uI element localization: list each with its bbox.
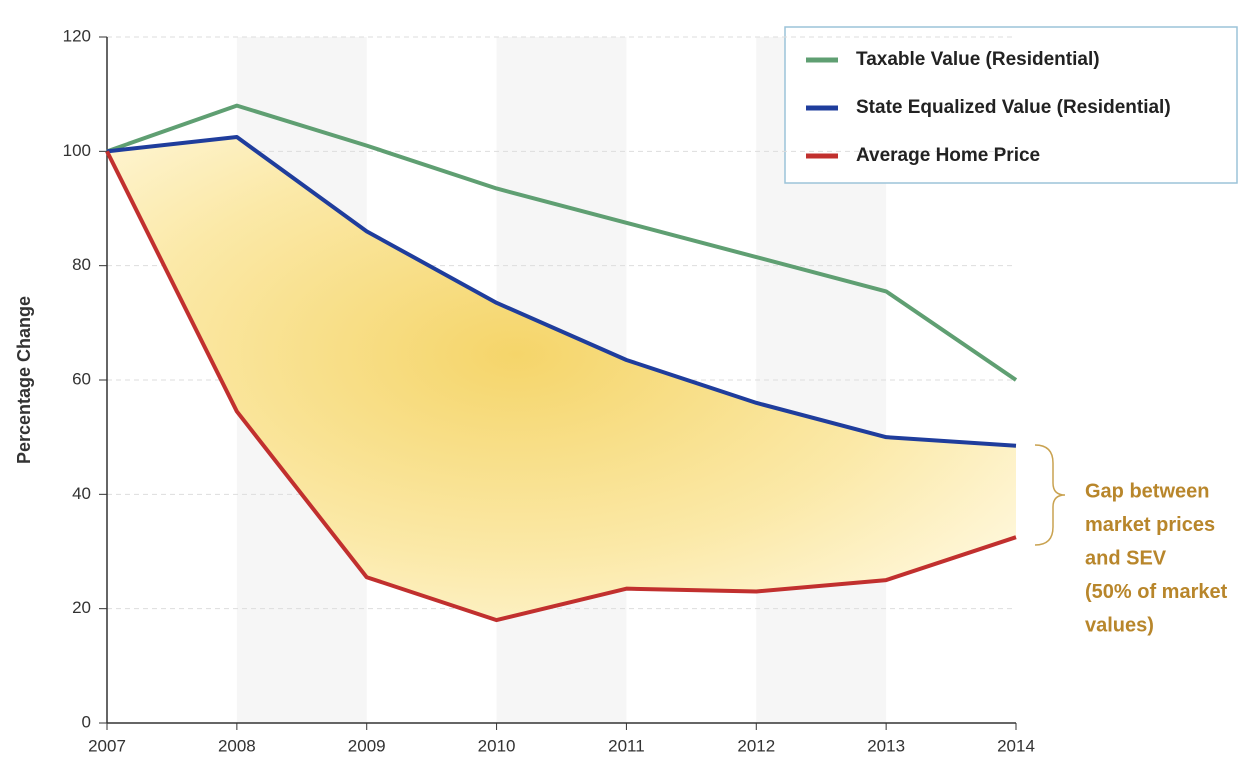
gap-area <box>107 137 1016 621</box>
y-tick-label: 40 <box>72 484 91 503</box>
x-tick-label: 2013 <box>867 736 905 755</box>
annotation: (50% of market <box>1085 581 1228 603</box>
y-tick-label: 20 <box>72 598 91 617</box>
legend-label: State Equalized Value (Residential) <box>856 97 1171 118</box>
y-tick-label: 0 <box>82 712 91 731</box>
annotation: and SEV <box>1085 547 1167 569</box>
x-tick-label: 2008 <box>218 736 256 755</box>
x-tick-label: 2014 <box>997 736 1035 755</box>
y-tick-label: 60 <box>72 369 91 388</box>
line <box>106 135 1017 448</box>
y-tick-label: 120 <box>63 26 91 45</box>
x-tick-label: 2010 <box>478 736 516 755</box>
brace <box>1034 444 1066 546</box>
line <box>106 103 1018 382</box>
legend-label: Taxable Value (Residential) <box>856 49 1100 70</box>
x-tick-label: 2012 <box>737 736 775 755</box>
x-tick-label: 2009 <box>348 736 386 755</box>
legend-label: Average Home Price <box>856 145 1040 166</box>
annotation: market prices <box>1085 514 1215 536</box>
legend-box <box>784 26 1238 184</box>
x-tick-label: 2011 <box>608 736 645 755</box>
line <box>105 150 1017 623</box>
annotation: values) <box>1085 614 1154 636</box>
y-axis-label: Percentage Change <box>14 296 34 464</box>
y-tick-label: 80 <box>72 255 91 274</box>
x-tick-label: 2007 <box>88 736 126 755</box>
annotation: Gap between <box>1085 480 1209 502</box>
y-tick-label: 100 <box>63 141 91 160</box>
